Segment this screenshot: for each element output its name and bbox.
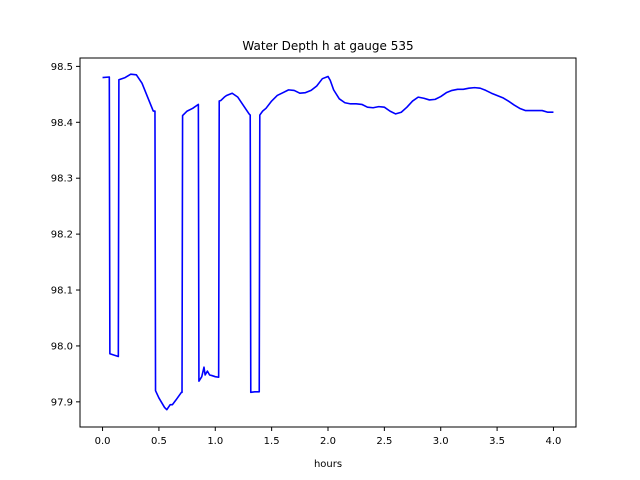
- chart-title: Water Depth h at gauge 535: [242, 39, 413, 53]
- x-tick-label: 3.0: [433, 436, 449, 447]
- x-tick-label: 1.0: [207, 436, 223, 447]
- x-tick-label: 1.5: [264, 436, 280, 447]
- x-tick-label: 0.0: [95, 436, 111, 447]
- series-line-0: [102, 73, 554, 411]
- x-tick-label: 3.5: [489, 436, 505, 447]
- plot-area: [79, 57, 577, 428]
- y-tick-label: 97.9: [51, 397, 73, 408]
- y-tick-label: 98.3: [51, 174, 73, 185]
- x-tick-label: 2.5: [376, 436, 392, 447]
- x-tick-label: 0.5: [151, 436, 167, 447]
- y-tick-label: 98.0: [51, 341, 73, 352]
- y-axis: 97.9 98.0 98.1 98.2 98.3 98.4 98.5: [51, 62, 80, 408]
- series-layer: [102, 73, 554, 411]
- y-tick-label: 98.1: [51, 286, 73, 297]
- y-tick-label: 98.4: [51, 118, 73, 129]
- x-tick-label: 4.0: [546, 436, 562, 447]
- y-tick-label: 98.5: [51, 62, 73, 73]
- y-tick-label: 98.2: [51, 230, 73, 241]
- x-axis-label: hours: [314, 459, 342, 470]
- x-tick-label: 2.0: [320, 436, 336, 447]
- x-axis: 0.0 0.5 1.0 1.5 2.0 2.5 3.0 3.5 4.0: [95, 427, 562, 447]
